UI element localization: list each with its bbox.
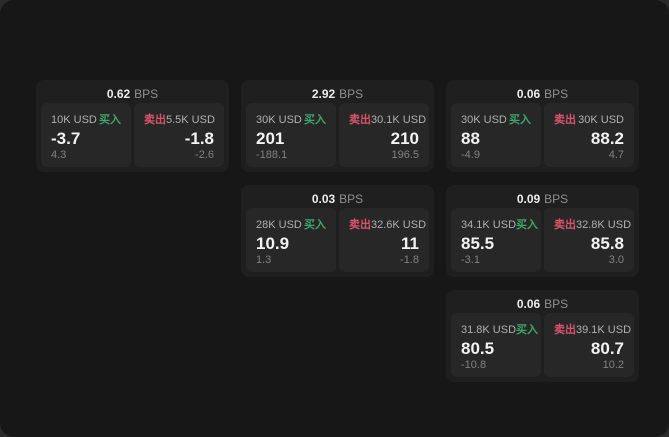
sell-side-label: 卖出 (349, 114, 371, 127)
sell-side-label: 卖出 (554, 114, 576, 127)
sell-delta: -1.8 (400, 254, 419, 266)
quote-panels: 10K USD 买入 -3.7 4.3 卖出 5.5K USD -1.8 -2.… (41, 103, 224, 167)
buy-side-label: 买入 (509, 114, 531, 127)
sell-panel[interactable]: 卖出 5.5K USD -1.8 -2.6 (134, 103, 224, 167)
sell-amount: 30K USD (578, 114, 624, 127)
sell-price: 88.2 (590, 129, 624, 149)
sell-price: 85.8 (590, 234, 624, 254)
bps-header: 0.06 BPS (451, 85, 634, 103)
bps-value: 2.92 (311, 87, 336, 102)
buy-amount: 34.1K USD (461, 219, 517, 232)
buy-amount: 30K USD (461, 114, 507, 127)
sell-price: 11 (401, 234, 419, 254)
bps-value: 0.06 (516, 297, 541, 312)
buy-price: 85.5 (461, 234, 495, 254)
sell-side-label: 卖出 (144, 114, 166, 127)
sell-panel[interactable]: 卖出 32.6K USD 11 -1.8 (339, 208, 429, 272)
bps-header: 0.06 BPS (451, 295, 634, 313)
quote-card[interactable]: 0.06 BPS 31.8K USD 买入 80.5 -10.8 卖出 39.1… (446, 290, 639, 382)
sell-amount: 30.1K USD (371, 114, 427, 127)
sell-amount: 5.5K USD (166, 114, 215, 127)
sell-price: 210 (390, 129, 419, 149)
bps-unit-label: BPS (544, 297, 569, 312)
quote-card[interactable]: 0.06 BPS 30K USD 买入 88 -4.9 卖出 30K USD 8… (446, 80, 639, 172)
bps-header: 0.03 BPS (246, 190, 429, 208)
bps-unit-label: BPS (339, 87, 364, 102)
buy-amount: 10K USD (51, 114, 97, 127)
sell-side-label: 卖出 (554, 219, 576, 232)
buy-delta: -3.1 (461, 254, 480, 266)
buy-side-label: 买入 (516, 219, 539, 232)
buy-delta: -4.9 (461, 149, 480, 161)
quote-panels: 31.8K USD 买入 80.5 -10.8 卖出 39.1K USD 80.… (451, 313, 634, 377)
bps-unit-label: BPS (339, 192, 364, 207)
sell-delta: 3.0 (608, 254, 624, 266)
sell-panel[interactable]: 卖出 30.1K USD 210 196.5 (339, 103, 429, 167)
buy-panel[interactable]: 30K USD 买入 201 -188.1 (246, 103, 336, 167)
buy-amount: 31.8K USD (461, 324, 517, 337)
bps-value: 0.03 (311, 192, 336, 207)
sell-side-label: 卖出 (554, 324, 576, 337)
quote-card[interactable]: 0.03 BPS 28K USD 买入 10.9 1.3 卖出 32.6K US… (241, 185, 434, 277)
buy-price: -3.7 (51, 129, 81, 149)
buy-side-label: 买入 (99, 114, 121, 127)
buy-side-label: 买入 (304, 114, 326, 127)
buy-delta: 1.3 (256, 254, 272, 266)
sell-panel[interactable]: 卖出 32.8K USD 85.8 3.0 (544, 208, 634, 272)
bps-value: 0.62 (106, 87, 131, 102)
sell-side-label: 卖出 (349, 219, 371, 232)
sell-price: -1.8 (184, 129, 214, 149)
quote-card[interactable]: 0.62 BPS 10K USD 买入 -3.7 4.3 卖出 5.5K USD… (36, 80, 229, 172)
buy-panel[interactable]: 10K USD 买入 -3.7 4.3 (41, 103, 131, 167)
bps-value: 0.09 (516, 192, 541, 207)
buy-delta: -10.8 (461, 359, 487, 371)
buy-price: 80.5 (461, 339, 495, 359)
bps-unit-label: BPS (134, 87, 159, 102)
sell-amount: 32.6K USD (371, 219, 427, 232)
sell-delta: 10.2 (602, 359, 624, 371)
quote-panels: 34.1K USD 买入 85.5 -3.1 卖出 32.8K USD 85.8… (451, 208, 634, 272)
quotes-grid: 0.62 BPS 10K USD 买入 -3.7 4.3 卖出 5.5K USD… (36, 80, 639, 382)
sell-amount: 32.8K USD (576, 219, 632, 232)
bps-header: 0.09 BPS (451, 190, 634, 208)
buy-panel[interactable]: 30K USD 买入 88 -4.9 (451, 103, 541, 167)
sell-panel[interactable]: 卖出 39.1K USD 80.7 10.2 (544, 313, 634, 377)
buy-side-label: 买入 (516, 324, 539, 337)
bps-unit-label: BPS (544, 87, 569, 102)
buy-amount: 30K USD (256, 114, 302, 127)
buy-price: 201 (256, 129, 285, 149)
bps-header: 0.62 BPS (41, 85, 224, 103)
buy-delta: 4.3 (51, 149, 67, 161)
sell-amount: 39.1K USD (576, 324, 632, 337)
bps-value: 0.06 (516, 87, 541, 102)
buy-side-label: 买入 (304, 219, 326, 232)
buy-panel[interactable]: 34.1K USD 买入 85.5 -3.1 (451, 208, 541, 272)
buy-delta: -188.1 (256, 149, 288, 161)
buy-amount: 28K USD (256, 219, 302, 232)
buy-price: 10.9 (256, 234, 290, 254)
buy-price: 88 (461, 129, 480, 149)
buy-panel[interactable]: 31.8K USD 买入 80.5 -10.8 (451, 313, 541, 377)
buy-panel[interactable]: 28K USD 买入 10.9 1.3 (246, 208, 336, 272)
sell-delta: -2.6 (195, 149, 214, 161)
sell-delta: 196.5 (391, 149, 419, 161)
quote-panels: 30K USD 买入 201 -188.1 卖出 30.1K USD 210 1… (246, 103, 429, 167)
quote-panels: 28K USD 买入 10.9 1.3 卖出 32.6K USD 11 -1.8 (246, 208, 429, 272)
quote-card[interactable]: 0.09 BPS 34.1K USD 买入 85.5 -3.1 卖出 32.8K… (446, 185, 639, 277)
sell-price: 80.7 (590, 339, 624, 359)
bps-unit-label: BPS (544, 192, 569, 207)
bps-header: 2.92 BPS (246, 85, 429, 103)
sell-panel[interactable]: 卖出 30K USD 88.2 4.7 (544, 103, 634, 167)
sell-delta: 4.7 (608, 149, 624, 161)
quote-panels: 30K USD 买入 88 -4.9 卖出 30K USD 88.2 4.7 (451, 103, 634, 167)
quote-card[interactable]: 2.92 BPS 30K USD 买入 201 -188.1 卖出 30.1K … (241, 80, 434, 172)
